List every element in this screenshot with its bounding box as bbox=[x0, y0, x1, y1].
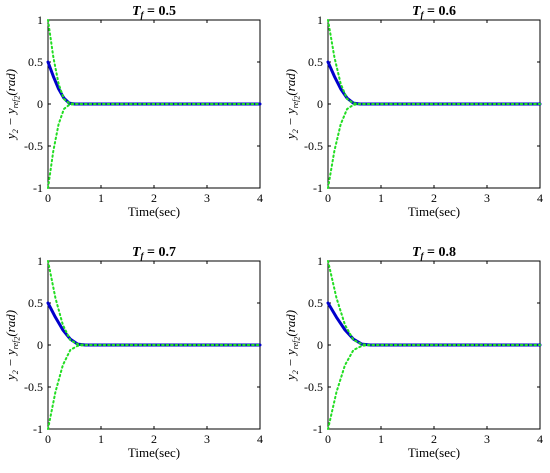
x-tick-label: 3 bbox=[204, 191, 210, 205]
chart-title: Tf = 0.8 bbox=[412, 245, 456, 261]
x-tick-label: 3 bbox=[204, 432, 210, 446]
y-tick-label: 1 bbox=[37, 254, 43, 268]
y-axis-label: y2 − yref2(rad) bbox=[3, 310, 22, 382]
y-axis-label: y2 − yref2(rad) bbox=[3, 69, 22, 141]
series-line-bound-upper bbox=[327, 260, 541, 346]
y-tick-label: 0.5 bbox=[28, 296, 43, 310]
x-tick-label: 2 bbox=[431, 432, 437, 446]
x-axis-label: Time(sec) bbox=[128, 445, 180, 460]
x-tick-label: 4 bbox=[537, 191, 543, 205]
series-line-bound-lower bbox=[327, 103, 541, 189]
y-tick-label: 0.5 bbox=[28, 55, 43, 69]
y-tick-label: -0.5 bbox=[304, 139, 323, 153]
y-tick-label: -1 bbox=[33, 181, 43, 195]
x-tick-label: 4 bbox=[257, 432, 263, 446]
y-tick-label: 1 bbox=[37, 13, 43, 27]
chart-title: Tf = 0.7 bbox=[132, 245, 176, 261]
x-tick-label: 0 bbox=[325, 432, 331, 446]
x-tick-label: 0 bbox=[45, 432, 51, 446]
y-tick-label: 0 bbox=[317, 97, 323, 111]
x-tick-label: 0 bbox=[45, 191, 51, 205]
x-tick-label: 2 bbox=[151, 191, 157, 205]
x-tick-label: 1 bbox=[98, 432, 104, 446]
series-line-bound-upper bbox=[327, 19, 541, 105]
panel-tf-0-5: 0 1 2 3 4 -1 -0.5 0 0.5 1 Tf = 0.5 Time(sec) y2 − yr… bbox=[3, 4, 263, 219]
x-tick-label: 2 bbox=[151, 432, 157, 446]
series-line-error bbox=[326, 301, 542, 347]
x-axis-label: Time(sec) bbox=[408, 204, 460, 219]
y-axis-label: y2 − yref2(rad) bbox=[283, 69, 302, 141]
y-tick-label: 1 bbox=[317, 254, 323, 268]
y-tick-label: 0 bbox=[37, 338, 43, 352]
series-line-error bbox=[46, 60, 262, 106]
series-line-bound-upper bbox=[47, 19, 261, 105]
y-tick-label: -1 bbox=[33, 422, 43, 436]
y-tick-label: -0.5 bbox=[24, 139, 43, 153]
y-tick-label: 1 bbox=[317, 13, 323, 27]
series-line-error bbox=[326, 60, 542, 106]
y-tick-label: -1 bbox=[313, 422, 323, 436]
x-tick-label: 2 bbox=[431, 191, 437, 205]
chart-title: Tf = 0.5 bbox=[132, 4, 176, 20]
y-tick-label: 0.5 bbox=[308, 296, 323, 310]
series-line-error bbox=[46, 301, 262, 347]
x-tick-label: 3 bbox=[484, 432, 490, 446]
y-tick-label: 0 bbox=[37, 97, 43, 111]
x-tick-label: 1 bbox=[98, 191, 104, 205]
series-line-bound-lower bbox=[327, 344, 541, 430]
x-axis-label: Time(sec) bbox=[128, 204, 180, 219]
x-tick-label: 4 bbox=[257, 191, 263, 205]
y-tick-label: 0 bbox=[317, 338, 323, 352]
y-tick-label: 0.5 bbox=[308, 55, 323, 69]
x-axis-label: Time(sec) bbox=[408, 445, 460, 460]
x-tick-label: 1 bbox=[378, 432, 384, 446]
y-tick-label: -0.5 bbox=[304, 380, 323, 394]
panel-tf-0-7: 0 1 2 3 4 -1 -0.5 0 0.5 1 Tf = 0.7 Time(sec) y2 − yr… bbox=[3, 245, 263, 460]
x-tick-label: 4 bbox=[537, 432, 543, 446]
panel-tf-0-6: 0 1 2 3 4 -1 -0.5 0 0.5 1 Tf = 0.6 Time(sec) y2 − yr… bbox=[283, 4, 543, 219]
series-line-bound-lower bbox=[47, 103, 261, 189]
y-axis-label: y2 − yref2(rad) bbox=[283, 310, 302, 382]
y-tick-label: -0.5 bbox=[24, 380, 43, 394]
series-line-bound-lower bbox=[47, 344, 261, 430]
x-tick-label: 0 bbox=[325, 191, 331, 205]
panel-tf-0-8: 0 1 2 3 4 -1 -0.5 0 0.5 1 Tf = 0.8 Time(sec) y2 − yr… bbox=[283, 245, 543, 460]
series-line-bound-upper bbox=[47, 260, 261, 346]
chart-title: Tf = 0.6 bbox=[412, 4, 456, 20]
x-tick-label: 1 bbox=[378, 191, 384, 205]
x-tick-label: 3 bbox=[484, 191, 490, 205]
y-tick-label: -1 bbox=[313, 181, 323, 195]
